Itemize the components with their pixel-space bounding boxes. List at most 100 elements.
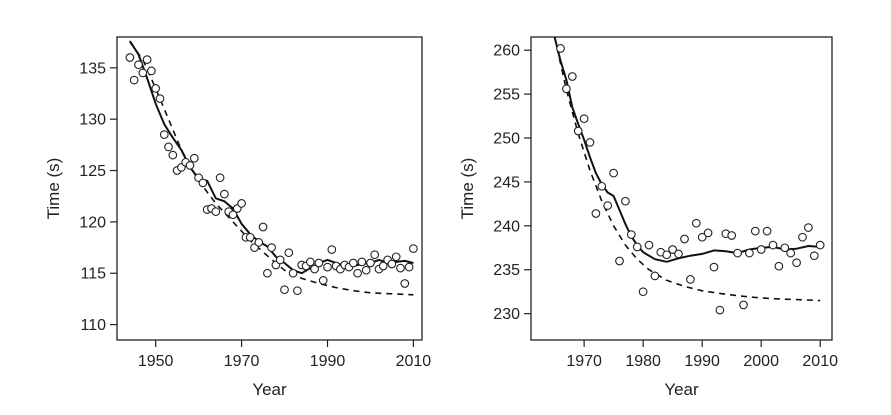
data-point (327, 245, 337, 254)
data-point (151, 84, 161, 93)
data-point (159, 130, 169, 139)
y-tick-label: 115 (80, 266, 106, 283)
curves (553, 37, 821, 302)
data-point (745, 248, 754, 258)
data-point (323, 262, 332, 272)
data-point (147, 66, 156, 76)
data-point (686, 275, 695, 284)
data-point (762, 226, 772, 236)
y-tick-label: 120 (79, 214, 106, 231)
data-point (348, 258, 358, 268)
x-tick-label: 2010 (396, 353, 432, 370)
data-point (562, 84, 571, 94)
data-point (409, 244, 418, 253)
data-point (573, 126, 583, 136)
fit-line-dashed (129, 41, 414, 296)
data-point (142, 55, 152, 64)
data-point (668, 245, 677, 254)
y-tick-label: 245 (493, 174, 520, 191)
data-point (703, 228, 713, 238)
data-point (715, 305, 725, 315)
data-point (245, 232, 255, 242)
data-point (378, 261, 388, 271)
data-point (792, 258, 801, 268)
data-point (739, 300, 748, 310)
data-point (662, 250, 672, 260)
x-tick-label: 1950 (138, 353, 174, 370)
plot-frame (116, 36, 423, 341)
data-point (650, 271, 660, 281)
data-point (556, 44, 565, 53)
x-tick-label: 1990 (310, 353, 346, 370)
data-point (626, 230, 636, 239)
x-tick-label: 2010 (802, 353, 838, 370)
data-point (609, 168, 618, 178)
data-point (768, 240, 778, 250)
data-point (644, 240, 654, 250)
data-point (254, 238, 264, 247)
data-point (756, 245, 766, 254)
data-point (597, 181, 607, 191)
x-tick-label: 1970 (224, 353, 260, 370)
data-point (727, 231, 737, 240)
data-point (353, 268, 362, 278)
plot-frame (530, 36, 833, 341)
data-point (263, 268, 272, 278)
data-point (387, 259, 397, 269)
y-tick-label: 230 (493, 306, 520, 323)
data-point (638, 287, 648, 297)
data-point (189, 153, 199, 163)
data-point (567, 72, 577, 81)
data-point (237, 199, 246, 208)
data-point (697, 232, 707, 242)
data-point (164, 142, 173, 152)
data-point (603, 201, 613, 210)
y-axis-label: Time (s) (458, 158, 477, 220)
fit-line-dashed (553, 37, 821, 302)
y-tick-label: 130 (79, 112, 106, 129)
data-point (396, 263, 405, 273)
data-point (168, 150, 178, 160)
data-point (709, 262, 719, 272)
data-point (804, 223, 813, 232)
data-point (284, 248, 294, 258)
data-point (125, 53, 135, 62)
data-point (361, 265, 371, 275)
data-point (391, 252, 401, 262)
y-tick-label: 240 (493, 218, 520, 235)
data-point (357, 257, 367, 267)
data-point (129, 75, 139, 85)
data-point (400, 279, 410, 288)
data-point (314, 258, 324, 268)
data-point (780, 243, 790, 253)
x-axis-label: Year (252, 380, 287, 399)
data-point (815, 240, 825, 250)
chart-left: 1950 1970 1990 2010 110 115 120 125 130 135 Year Ti… (44, 36, 432, 399)
data-point (198, 178, 208, 188)
data-point (680, 234, 689, 244)
data-point (288, 268, 298, 278)
data-point (318, 276, 328, 285)
data-point (750, 226, 760, 236)
x-tick-label: 1970 (566, 353, 602, 370)
y-axis-label: Time (s) (44, 158, 63, 220)
y-tick-label: 135 (79, 60, 106, 77)
data-point (579, 114, 589, 124)
data-point (798, 232, 807, 242)
x-tick-label: 1980 (625, 353, 661, 370)
y-tick-label: 260 (493, 43, 520, 60)
data-point (615, 256, 624, 266)
y-tick-label: 125 (79, 163, 106, 180)
x-axis-label: Year (664, 380, 699, 399)
data-point (220, 189, 229, 199)
data-point (632, 242, 642, 252)
data-point (404, 262, 414, 272)
data-point (310, 264, 319, 274)
data-point (591, 209, 601, 218)
data-point (155, 94, 165, 103)
data-point (228, 210, 238, 220)
fit-line-solid (553, 37, 821, 263)
data-point (215, 173, 225, 183)
data-point (674, 249, 683, 259)
